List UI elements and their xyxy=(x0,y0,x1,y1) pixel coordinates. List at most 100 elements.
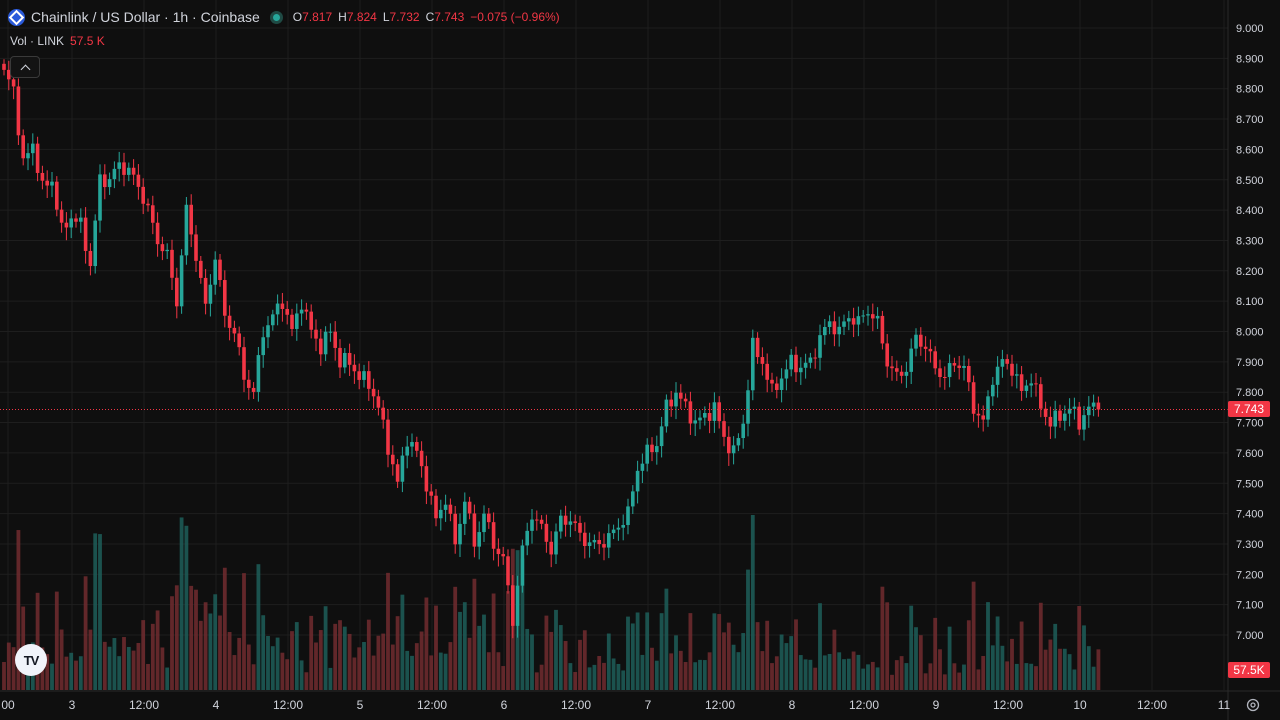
candle-body xyxy=(88,250,93,267)
volume-bar xyxy=(702,660,707,690)
candle-body xyxy=(405,446,409,456)
volume-bar xyxy=(1034,666,1038,690)
candle-body xyxy=(31,143,35,154)
candle-body xyxy=(491,522,496,549)
volume-bar xyxy=(760,651,765,690)
candle-body xyxy=(837,326,841,335)
gear-icon[interactable] xyxy=(1245,697,1261,713)
tradingview-logo[interactable]: TV xyxy=(15,644,47,676)
candle-body xyxy=(827,321,832,328)
candle-body xyxy=(602,544,606,548)
volume-bar xyxy=(592,664,597,690)
volume-bar xyxy=(832,629,837,690)
candle-body xyxy=(779,378,784,390)
volume-bar xyxy=(539,664,544,690)
chart-grid xyxy=(0,0,1228,690)
candle-body xyxy=(1043,408,1048,417)
candle-body xyxy=(928,348,933,352)
volume-bar xyxy=(318,630,323,690)
price-tick-label: 8.900 xyxy=(1236,53,1264,65)
volume-bar xyxy=(126,646,131,690)
candle-body xyxy=(338,347,342,368)
candle-body xyxy=(947,363,952,378)
volume-bar xyxy=(227,632,232,690)
candle-body xyxy=(50,181,54,186)
candle-body xyxy=(856,316,861,325)
volume-bar xyxy=(88,629,93,690)
volume-bar xyxy=(395,616,400,690)
candle-body xyxy=(731,445,736,454)
candle-body xyxy=(232,327,237,334)
candle-body xyxy=(165,249,169,252)
candle-body xyxy=(794,354,798,373)
candle-body xyxy=(304,309,309,312)
volume-bar xyxy=(275,637,280,690)
price-tick-label: 7.500 xyxy=(1236,478,1264,490)
candle-body xyxy=(808,357,813,363)
candle-body xyxy=(770,379,774,384)
volume-bar xyxy=(496,652,501,690)
candle-body xyxy=(631,491,635,507)
volume-bar xyxy=(429,655,434,690)
last-price-badge: 7.743 xyxy=(1228,401,1270,418)
candle-body xyxy=(328,331,333,333)
candle-body xyxy=(991,384,995,397)
symbol-title[interactable]: Chainlink / US Dollar · 1h · Coinbase xyxy=(31,9,260,25)
candle-body xyxy=(439,509,443,519)
candle-body xyxy=(136,174,141,187)
volume-bar xyxy=(477,625,482,690)
candle-body xyxy=(775,383,779,390)
candle-body xyxy=(218,259,222,281)
time-tick-label: 7 xyxy=(645,698,652,712)
candle-body xyxy=(880,315,885,344)
candle-body xyxy=(626,506,630,526)
candle-body xyxy=(568,521,573,525)
collapse-legend-button[interactable] xyxy=(10,56,40,78)
candle-body xyxy=(611,529,616,534)
price-tick-label: 7.200 xyxy=(1236,569,1264,581)
volume-bar xyxy=(549,631,554,690)
candle-body xyxy=(112,168,117,180)
volume-bar xyxy=(64,656,69,690)
volume-bar xyxy=(851,651,856,690)
volume-bar xyxy=(2,662,6,690)
volume-bar xyxy=(923,673,928,690)
volume-bar xyxy=(1062,648,1067,690)
volume-bar xyxy=(251,664,256,690)
volume-bar xyxy=(726,622,731,690)
volume-bar xyxy=(1029,663,1034,690)
candle-body xyxy=(170,249,174,278)
volume-bar xyxy=(947,626,952,690)
candle-body xyxy=(410,442,414,447)
candle-body xyxy=(971,382,976,414)
candle-body xyxy=(861,315,865,317)
candle-body xyxy=(539,519,544,524)
volume-bar xyxy=(750,515,755,690)
volume-bar xyxy=(933,617,938,690)
candle-body xyxy=(962,365,966,368)
price-tick-label: 8.300 xyxy=(1236,235,1264,247)
candle-body xyxy=(83,217,88,251)
volume-bar xyxy=(741,633,746,690)
time-tick-label: 11 xyxy=(1218,698,1231,712)
candle-body xyxy=(242,347,246,380)
volume-bar xyxy=(1072,669,1077,690)
volume-bar xyxy=(822,655,827,690)
candle-body xyxy=(391,454,395,465)
volume-bar xyxy=(458,611,462,690)
volume-bar xyxy=(611,658,616,690)
volume-bar xyxy=(386,572,390,690)
volume-bar xyxy=(174,585,179,690)
price-tick-label: 7.900 xyxy=(1236,357,1264,369)
time-tick-label: 12:00 xyxy=(273,698,303,712)
candle-body xyxy=(309,311,313,330)
volume-bar xyxy=(136,642,141,690)
volume-bar xyxy=(755,622,760,690)
candle-body xyxy=(751,337,755,391)
candle-body xyxy=(26,153,30,159)
volume-bar xyxy=(453,586,458,690)
candle-body xyxy=(131,167,136,175)
candle-body xyxy=(923,346,928,349)
candle-body xyxy=(16,86,21,136)
